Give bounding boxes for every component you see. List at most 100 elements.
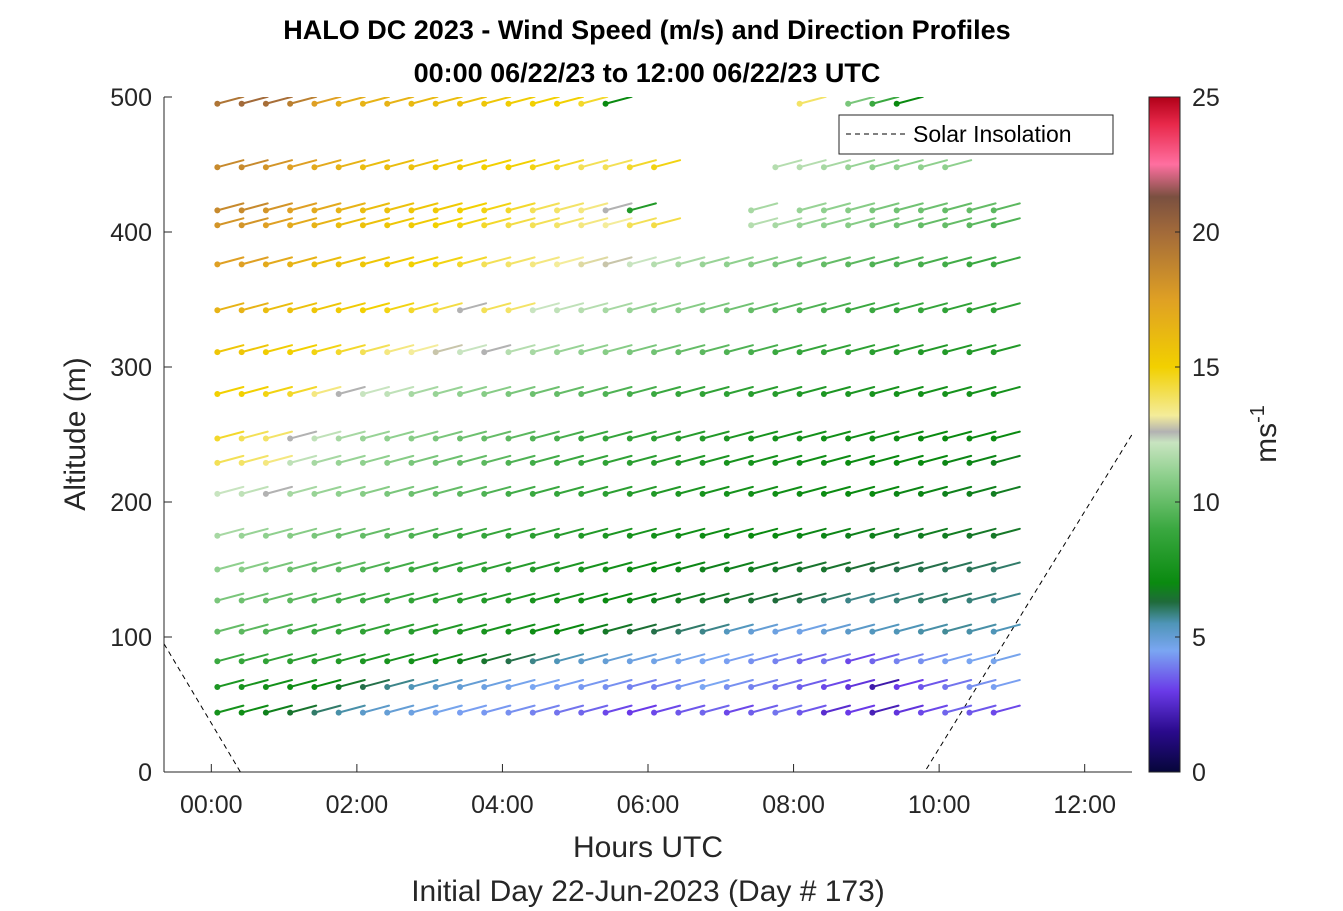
y-tick-label: 300 <box>110 354 152 382</box>
wind-barb <box>384 202 415 214</box>
wind-barb <box>335 679 366 690</box>
wind-barb <box>238 217 269 229</box>
wind-barb <box>990 454 1021 466</box>
wind-barb <box>457 527 488 539</box>
wind-barb <box>748 454 779 466</box>
wind-barb <box>578 454 609 466</box>
wind-barb <box>505 679 536 690</box>
wind-barb <box>481 430 512 442</box>
wind-barb <box>214 386 245 397</box>
wind-barb <box>384 344 415 356</box>
wind-barb <box>359 679 390 690</box>
wind-barb <box>214 704 245 716</box>
wind-barb <box>675 623 706 635</box>
wind-barb <box>457 159 488 171</box>
wind-barb <box>893 527 924 539</box>
wind-barb <box>748 704 779 716</box>
wind-barb <box>359 454 390 466</box>
wind-barb <box>893 159 924 171</box>
wind-barb <box>359 256 390 268</box>
wind-barb <box>772 653 803 665</box>
wind-barb <box>335 430 366 442</box>
wind-barb <box>869 679 900 690</box>
wind-barb <box>772 217 803 229</box>
wind-barb <box>238 302 269 314</box>
wind-barb <box>408 704 439 716</box>
wind-barb <box>529 454 560 466</box>
wind-barb <box>845 623 876 635</box>
axes: 00:00 02:00 04:00 06:00 08:00 10:00 12:00 0 100… <box>110 84 1132 819</box>
wind-barb <box>942 302 973 314</box>
wind-barb <box>626 430 657 442</box>
wind-barb <box>942 202 973 214</box>
wind-barb <box>675 679 706 690</box>
wind-barb <box>869 256 900 268</box>
wind-barb <box>699 704 730 716</box>
wind-barb <box>796 430 827 442</box>
wind-barb <box>554 302 585 314</box>
wind-barb <box>481 256 512 268</box>
wind-barb <box>796 454 827 466</box>
y-axis-label: Altitude (m) <box>59 357 92 510</box>
colorbar-tick-label: 5 <box>1192 624 1206 652</box>
wind-barb <box>675 485 706 497</box>
wind-barb <box>942 256 973 268</box>
wind-barb <box>384 704 415 716</box>
wind-barb <box>651 527 682 539</box>
wind-barb <box>384 256 415 268</box>
wind-barb <box>966 344 997 356</box>
wind-barb <box>481 653 512 665</box>
wind-barb <box>481 679 512 690</box>
wind-barb <box>893 302 924 314</box>
wind-barb <box>845 202 876 214</box>
wind-barb <box>893 485 924 497</box>
wind-barb <box>384 302 415 314</box>
wind-barb <box>529 386 560 397</box>
wind-barb <box>262 217 293 229</box>
wind-barb <box>990 592 1021 604</box>
wind-barb <box>772 527 803 539</box>
wind-barb <box>311 217 342 229</box>
wind-barb <box>748 344 779 356</box>
wind-barb <box>408 430 439 442</box>
wind-barb <box>408 386 439 397</box>
wind-barb <box>651 344 682 356</box>
wind-barb <box>214 623 245 635</box>
wind-barbs <box>214 97 1021 716</box>
wind-barb <box>748 217 779 229</box>
wind-barb <box>966 485 997 497</box>
wind-barb <box>238 592 269 604</box>
wind-barb <box>529 485 560 497</box>
wind-barb <box>651 653 682 665</box>
wind-barb <box>359 485 390 497</box>
wind-barb <box>359 527 390 539</box>
wind-barb <box>481 592 512 604</box>
wind-barb <box>990 386 1021 397</box>
wind-barb <box>262 527 293 539</box>
wind-barb <box>262 454 293 466</box>
wind-barb <box>505 561 536 573</box>
wind-barb <box>917 430 948 442</box>
wind-barb <box>626 159 657 171</box>
wind-barb <box>748 302 779 314</box>
wind-barb <box>384 386 415 397</box>
wind-barb <box>820 592 851 604</box>
wind-barb <box>845 527 876 539</box>
wind-barb <box>869 623 900 635</box>
wind-barb <box>408 256 439 268</box>
wind-barb <box>238 344 269 356</box>
wind-barb <box>578 202 609 214</box>
wind-barb <box>917 527 948 539</box>
wind-barb <box>893 704 924 716</box>
wind-barb <box>917 302 948 314</box>
wind-barb <box>820 679 851 690</box>
wind-barb <box>990 202 1021 214</box>
wind-barb <box>481 561 512 573</box>
wind-barb <box>457 623 488 635</box>
wind-barb <box>214 97 245 107</box>
wind-barb <box>626 344 657 356</box>
wind-barb <box>869 344 900 356</box>
wind-barb <box>602 592 633 604</box>
wind-barb <box>359 159 390 171</box>
wind-barb <box>626 653 657 665</box>
